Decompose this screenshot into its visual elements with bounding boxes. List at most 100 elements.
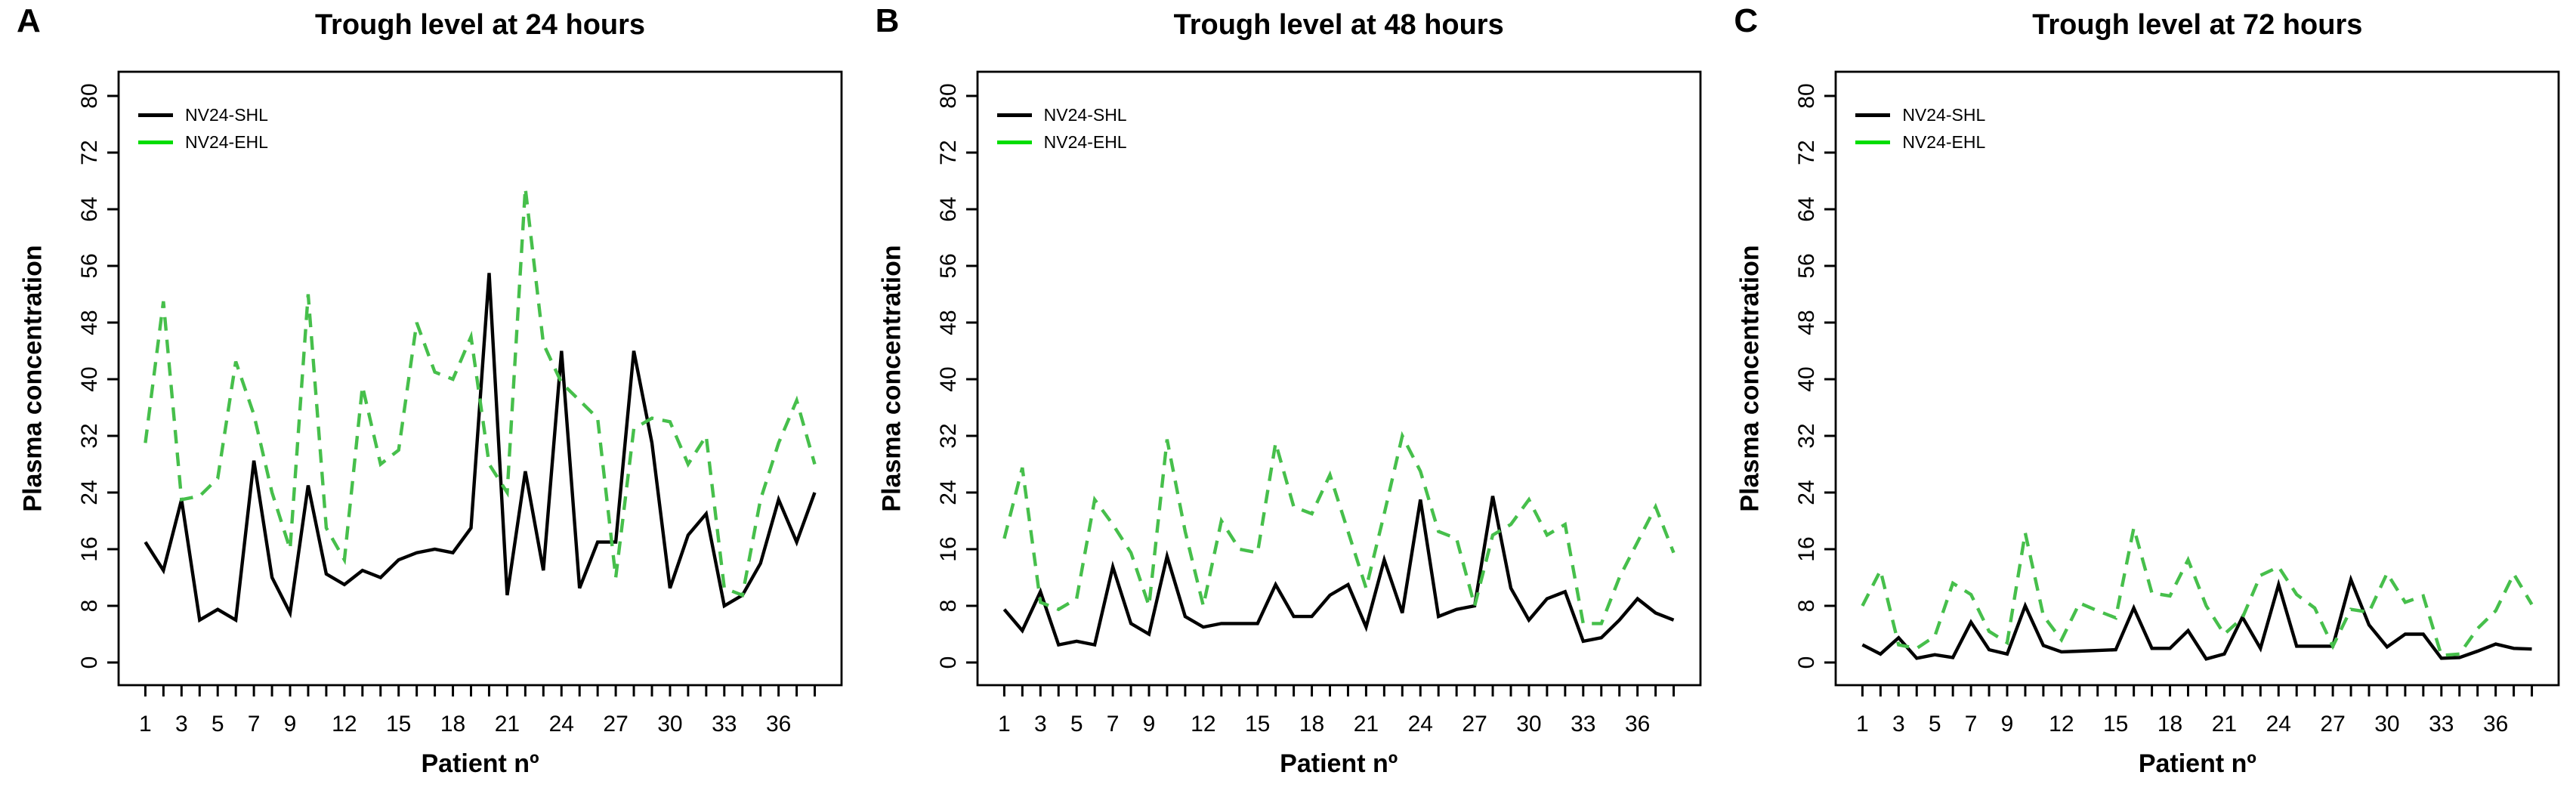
x-tick-label: 27 — [1462, 712, 1487, 737]
y-tick-label: 8 — [77, 600, 102, 613]
x-tick-label: 7 — [248, 712, 261, 737]
y-tick-label: 24 — [936, 480, 961, 505]
chart-72h: 0 8 16 24 32 40 48 56 64 72 80 1 3 5 7 9 12 15 18 21 24 27 30 3… — [1794, 70, 2560, 737]
x-tick-label: 7 — [1965, 712, 1978, 737]
y-axis-label: Plasma concentration — [18, 245, 48, 512]
plot-box — [1834, 70, 2560, 687]
x-tick-label: 15 — [1245, 712, 1270, 737]
x-tick-label: 33 — [712, 712, 737, 737]
x-tick-label: 9 — [284, 712, 297, 737]
y-tick-label: 32 — [77, 423, 102, 448]
x-tick-label: 3 — [175, 712, 188, 737]
legend-label-shl: NV24-SHL — [1902, 104, 1986, 125]
y-tick-label: 48 — [1794, 310, 1819, 335]
legend: NV24-SHL NV24-EHL — [996, 101, 1127, 156]
chart-title-24h: Trough level at 24 hours — [314, 9, 646, 41]
x-tick-label: 18 — [1299, 712, 1324, 737]
y-tick-label: 56 — [77, 253, 102, 278]
x-tick-label: 9 — [2001, 712, 2014, 737]
y-tick-label: 64 — [936, 196, 961, 221]
x-tick-label: 12 — [1191, 712, 1215, 737]
x-axis-label: Patient nº — [2138, 749, 2256, 778]
series-ehl-line — [1002, 431, 1676, 625]
x-tick-label: 15 — [386, 712, 411, 737]
x-tick-label: 21 — [2212, 712, 2237, 737]
y-tick-label: 32 — [936, 423, 961, 448]
y-tick-label: 64 — [1794, 196, 1819, 221]
legend-entry-ehl: NV24-EHL — [1855, 128, 1985, 156]
ehl-line-swatch — [996, 140, 1032, 144]
y-tick-label: 80 — [1794, 83, 1819, 108]
ehl-line-swatch — [1855, 140, 1891, 144]
legend-entry-shl: NV24-SHL — [996, 101, 1127, 128]
y-tick-label: 0 — [77, 656, 102, 669]
x-tick-label: 33 — [2429, 712, 2454, 737]
x-tick-label: 33 — [1571, 712, 1595, 737]
x-tick-label: 30 — [657, 712, 682, 737]
shl-line-swatch — [1855, 113, 1891, 117]
x-tick-label: 1 — [1856, 712, 1869, 737]
x-tick-label: 24 — [1407, 712, 1432, 737]
x-tick-label: 24 — [2266, 712, 2291, 737]
series-shl-line — [1002, 496, 1674, 647]
x-tick-label: 36 — [766, 712, 791, 737]
y-tick-label: 48 — [77, 310, 102, 335]
y-tick-label: 48 — [936, 310, 961, 335]
y-tick-label: 72 — [936, 140, 961, 165]
y-tick-label: 40 — [936, 366, 961, 391]
x-axis-label: Patient nº — [1280, 749, 1398, 778]
y-tick-label: 16 — [77, 536, 102, 561]
legend-label-ehl: NV24-EHL — [185, 131, 268, 152]
x-tick-label: 3 — [1892, 712, 1905, 737]
y-tick-label: 80 — [77, 83, 102, 108]
series-ehl-line — [1861, 527, 2534, 657]
x-tick-label: 21 — [495, 712, 520, 737]
legend-entry-ehl: NV24-EHL — [138, 128, 268, 156]
panel-48h: 0 8 16 24 32 40 48 56 64 72 80 1 3 5 7 9 12 15 18 21 24 27 30 3… — [859, 0, 1718, 803]
y-tick-label: 24 — [1794, 480, 1819, 505]
series-shl-line — [144, 273, 817, 623]
x-tick-label: 9 — [1142, 712, 1155, 737]
y-tick-label: 32 — [1794, 423, 1819, 448]
x-axis-label: Patient nº — [421, 749, 539, 778]
y-tick-label: 8 — [936, 600, 961, 613]
y-tick-label: 72 — [77, 140, 102, 165]
series-shl-line — [1861, 574, 2532, 661]
y-tick-label: 16 — [1794, 536, 1819, 561]
y-tick-label: 0 — [936, 656, 961, 669]
chart-title-72h: Trough level at 72 hours — [2032, 9, 2363, 41]
y-tick-label: 16 — [936, 536, 961, 561]
x-tick-label: 1 — [998, 712, 1011, 737]
x-tick-label: 5 — [1929, 712, 1941, 737]
x-tick-label: 18 — [2157, 712, 2182, 737]
y-tick-label: 80 — [936, 83, 961, 108]
y-tick-label: 24 — [77, 480, 102, 505]
x-tick-label: 27 — [603, 712, 628, 737]
panel-letter-b: B — [875, 2, 900, 39]
y-tick-label: 72 — [1794, 140, 1819, 165]
y-tick-label: 8 — [1794, 600, 1819, 613]
legend-entry-shl: NV24-SHL — [1855, 101, 1985, 128]
x-tick-label: 15 — [2103, 712, 2128, 737]
x-tick-label: 27 — [2321, 712, 2346, 737]
chart-24h: 0 8 16 24 32 40 48 56 64 72 80 1 3 5 7 9 12 15 18 21 24 27 30 3… — [77, 70, 843, 737]
series-ehl-line — [144, 187, 817, 598]
y-axis-label: Plasma concentration — [1735, 245, 1765, 512]
x-tick-label: 7 — [1106, 712, 1119, 737]
legend-label-shl: NV24-SHL — [185, 104, 268, 125]
legend-label-ehl: NV24-EHL — [1902, 131, 1986, 152]
x-tick-label: 12 — [332, 712, 357, 737]
x-tick-label: 5 — [212, 712, 224, 737]
x-tick-label: 3 — [1034, 712, 1047, 737]
x-tick-label: 36 — [1625, 712, 1650, 737]
x-tick-label: 30 — [2375, 712, 2400, 737]
legend: NV24-SHL NV24-EHL — [1855, 101, 1985, 156]
x-tick-label: 12 — [2049, 712, 2074, 737]
y-tick-label: 56 — [936, 253, 961, 278]
panel-72h: 0 8 16 24 32 40 48 56 64 72 80 1 3 5 7 9 12 15 18 21 24 27 30 3… — [1717, 0, 2576, 803]
y-axis-label: Plasma concentration — [877, 245, 907, 512]
chart-48h: 0 8 16 24 32 40 48 56 64 72 80 1 3 5 7 9 12 15 18 21 24 27 30 3… — [936, 70, 1702, 737]
ehl-line-swatch — [138, 140, 173, 144]
shl-line-swatch — [138, 113, 173, 117]
